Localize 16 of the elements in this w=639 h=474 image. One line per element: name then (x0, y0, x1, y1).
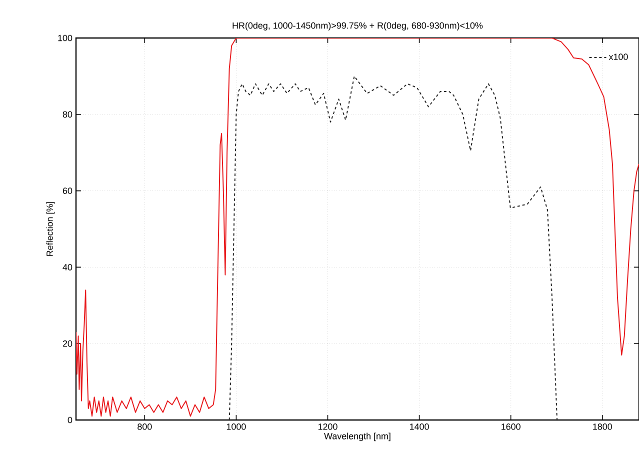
x-tick-label: 1800 (593, 424, 612, 430)
y-tick-label: 0 (68, 416, 72, 424)
x-tick-label: 800 (138, 424, 152, 430)
x-tick-label: 1600 (502, 424, 520, 430)
x-tick-label: 1400 (410, 424, 429, 430)
x-tick-label: 1200 (318, 424, 338, 430)
y-tick-label: 40 (62, 264, 72, 270)
y-tick-label: 20 (62, 340, 72, 347)
x-axis-title: Wavelength [nm] (324, 432, 390, 442)
legend-label: x100 (608, 54, 628, 60)
y-tick-label: 60 (62, 188, 72, 194)
x-tick-label: 1000 (226, 424, 246, 430)
y-axis-title: Reflection [%] (46, 202, 55, 256)
chart-title: HR(0deg, 1000-1450nm)>99.75% + R(0deg, 680-930nm)<10% (232, 22, 483, 30)
y-tick-label: 80 (62, 111, 72, 118)
y-tick-label: 100 (58, 34, 72, 42)
